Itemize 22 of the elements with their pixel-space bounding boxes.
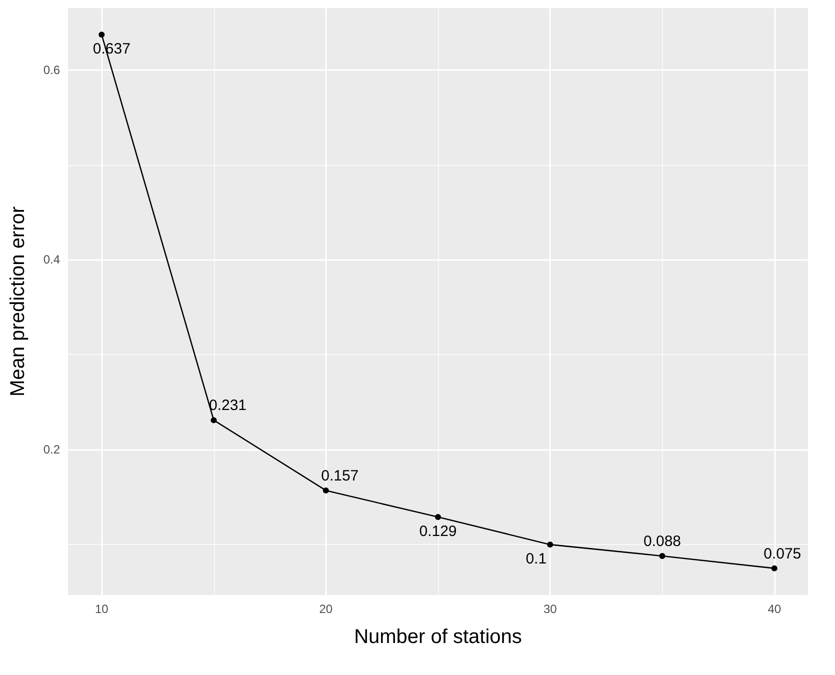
- data-label: 0.157: [321, 467, 359, 484]
- y-axis-title: Mean prediction error: [7, 206, 29, 397]
- point: [322, 487, 329, 494]
- x-axis-title: Number of stations: [354, 626, 522, 648]
- x-tick-label: 20: [319, 602, 333, 616]
- x-tick-label: 10: [94, 602, 109, 616]
- data-label: 0.231: [208, 397, 247, 414]
- data-label: 0.088: [643, 532, 682, 550]
- point: [210, 417, 217, 424]
- y-tick-label: 0.2: [43, 442, 60, 457]
- point: [659, 552, 666, 559]
- point: [771, 565, 778, 572]
- data-label: 0.129: [419, 523, 457, 540]
- y-tick-label: 0.6: [43, 62, 60, 77]
- y-tick-label: 0.4: [43, 252, 60, 267]
- x-tick-label: 30: [543, 602, 558, 616]
- x-tick-label: 40: [768, 602, 782, 616]
- point: [98, 32, 105, 38]
- point: [547, 542, 554, 548]
- data-label: 0.1: [526, 550, 547, 568]
- point: [435, 514, 441, 520]
- data-label: 0.075: [764, 545, 802, 562]
